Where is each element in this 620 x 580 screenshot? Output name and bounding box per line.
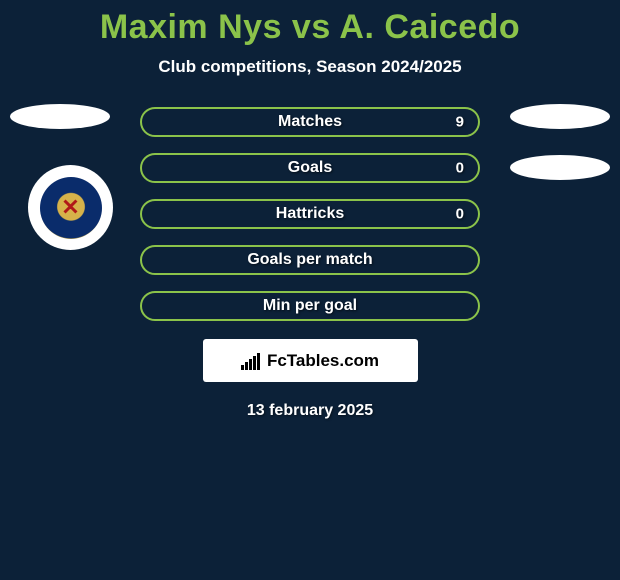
comparison-panel: Matches 9 Goals 0 Hattricks 0 Goals per … xyxy=(0,107,620,420)
stat-row-matches: Matches 9 xyxy=(140,107,480,137)
stat-label: Matches xyxy=(278,113,342,131)
player-left-placeholder xyxy=(10,104,110,129)
stat-value: 0 xyxy=(456,206,464,223)
stat-value: 9 xyxy=(456,114,464,131)
chart-icon xyxy=(241,352,261,370)
stat-label: Goals per match xyxy=(247,251,372,269)
stat-label: Min per goal xyxy=(263,297,357,315)
subtitle: Club competitions, Season 2024/2025 xyxy=(0,57,620,77)
club-crest-icon xyxy=(40,177,102,239)
watermark-text: FcTables.com xyxy=(267,351,379,371)
stat-row-hattricks: Hattricks 0 xyxy=(140,199,480,229)
watermark: FcTables.com xyxy=(203,339,418,382)
player-right-placeholder-2 xyxy=(510,155,610,180)
stat-row-min-per-goal: Min per goal xyxy=(140,291,480,321)
page-title: Maxim Nys vs A. Caicedo xyxy=(0,0,620,47)
stat-label: Hattricks xyxy=(276,205,344,223)
stat-label: Goals xyxy=(288,159,332,177)
date-label: 13 february 2025 xyxy=(0,402,620,420)
player-right-placeholder xyxy=(510,104,610,129)
stat-value: 0 xyxy=(456,160,464,177)
stat-row-goals-per-match: Goals per match xyxy=(140,245,480,275)
stat-bars: Matches 9 Goals 0 Hattricks 0 Goals per … xyxy=(140,107,480,321)
club-badge xyxy=(28,165,113,250)
stat-row-goals: Goals 0 xyxy=(140,153,480,183)
